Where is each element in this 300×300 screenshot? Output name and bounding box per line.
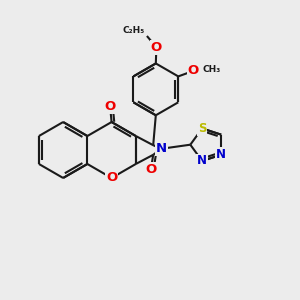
Text: N: N bbox=[197, 154, 207, 167]
Text: N: N bbox=[216, 148, 226, 161]
Text: O: O bbox=[188, 64, 199, 77]
Text: O: O bbox=[145, 163, 157, 176]
Text: C₂H₅: C₂H₅ bbox=[122, 26, 145, 34]
Text: O: O bbox=[106, 172, 117, 184]
Text: O: O bbox=[151, 41, 162, 54]
Text: N: N bbox=[216, 148, 226, 161]
Text: N: N bbox=[156, 142, 167, 155]
Text: O: O bbox=[106, 172, 117, 184]
Text: S: S bbox=[198, 122, 206, 135]
Text: CH₃: CH₃ bbox=[202, 65, 220, 74]
Text: O: O bbox=[104, 100, 116, 113]
Text: O: O bbox=[188, 64, 199, 77]
Text: O: O bbox=[145, 163, 157, 176]
Text: O: O bbox=[104, 100, 116, 113]
Text: N: N bbox=[156, 142, 167, 155]
Text: N: N bbox=[197, 154, 207, 167]
Text: S: S bbox=[198, 122, 206, 135]
Text: O: O bbox=[151, 41, 162, 54]
